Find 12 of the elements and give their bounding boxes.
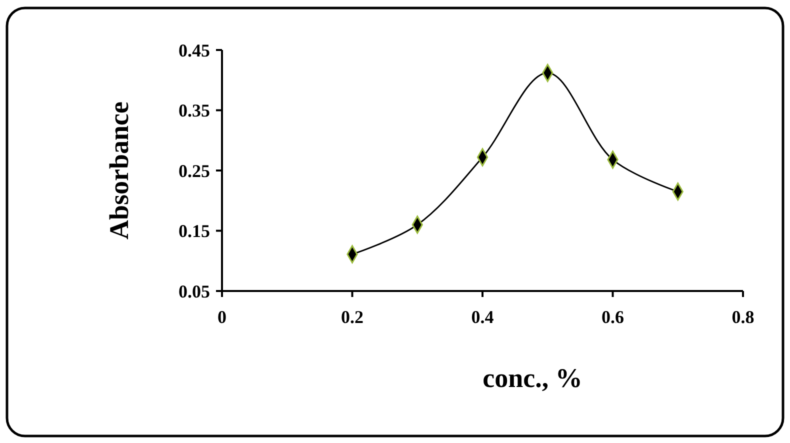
x-tick-label: 0.4 — [471, 307, 494, 327]
y-tick-label: 0.05 — [178, 281, 210, 302]
x-tick-label: 0.6 — [602, 307, 624, 327]
x-tick-label: 0 — [218, 307, 226, 327]
x-tick-label: 0.8 — [732, 307, 754, 327]
x-tick-label: 0.2 — [341, 307, 364, 327]
y-tick-label: 0.15 — [178, 221, 210, 242]
y-axis-title: Absorbance — [104, 101, 134, 240]
y-tick-label: 0.25 — [178, 160, 210, 181]
y-tick-label: 0.35 — [178, 100, 210, 121]
x-axis-title: conc., % — [482, 363, 582, 393]
y-tick-label: 0.45 — [178, 40, 210, 60]
